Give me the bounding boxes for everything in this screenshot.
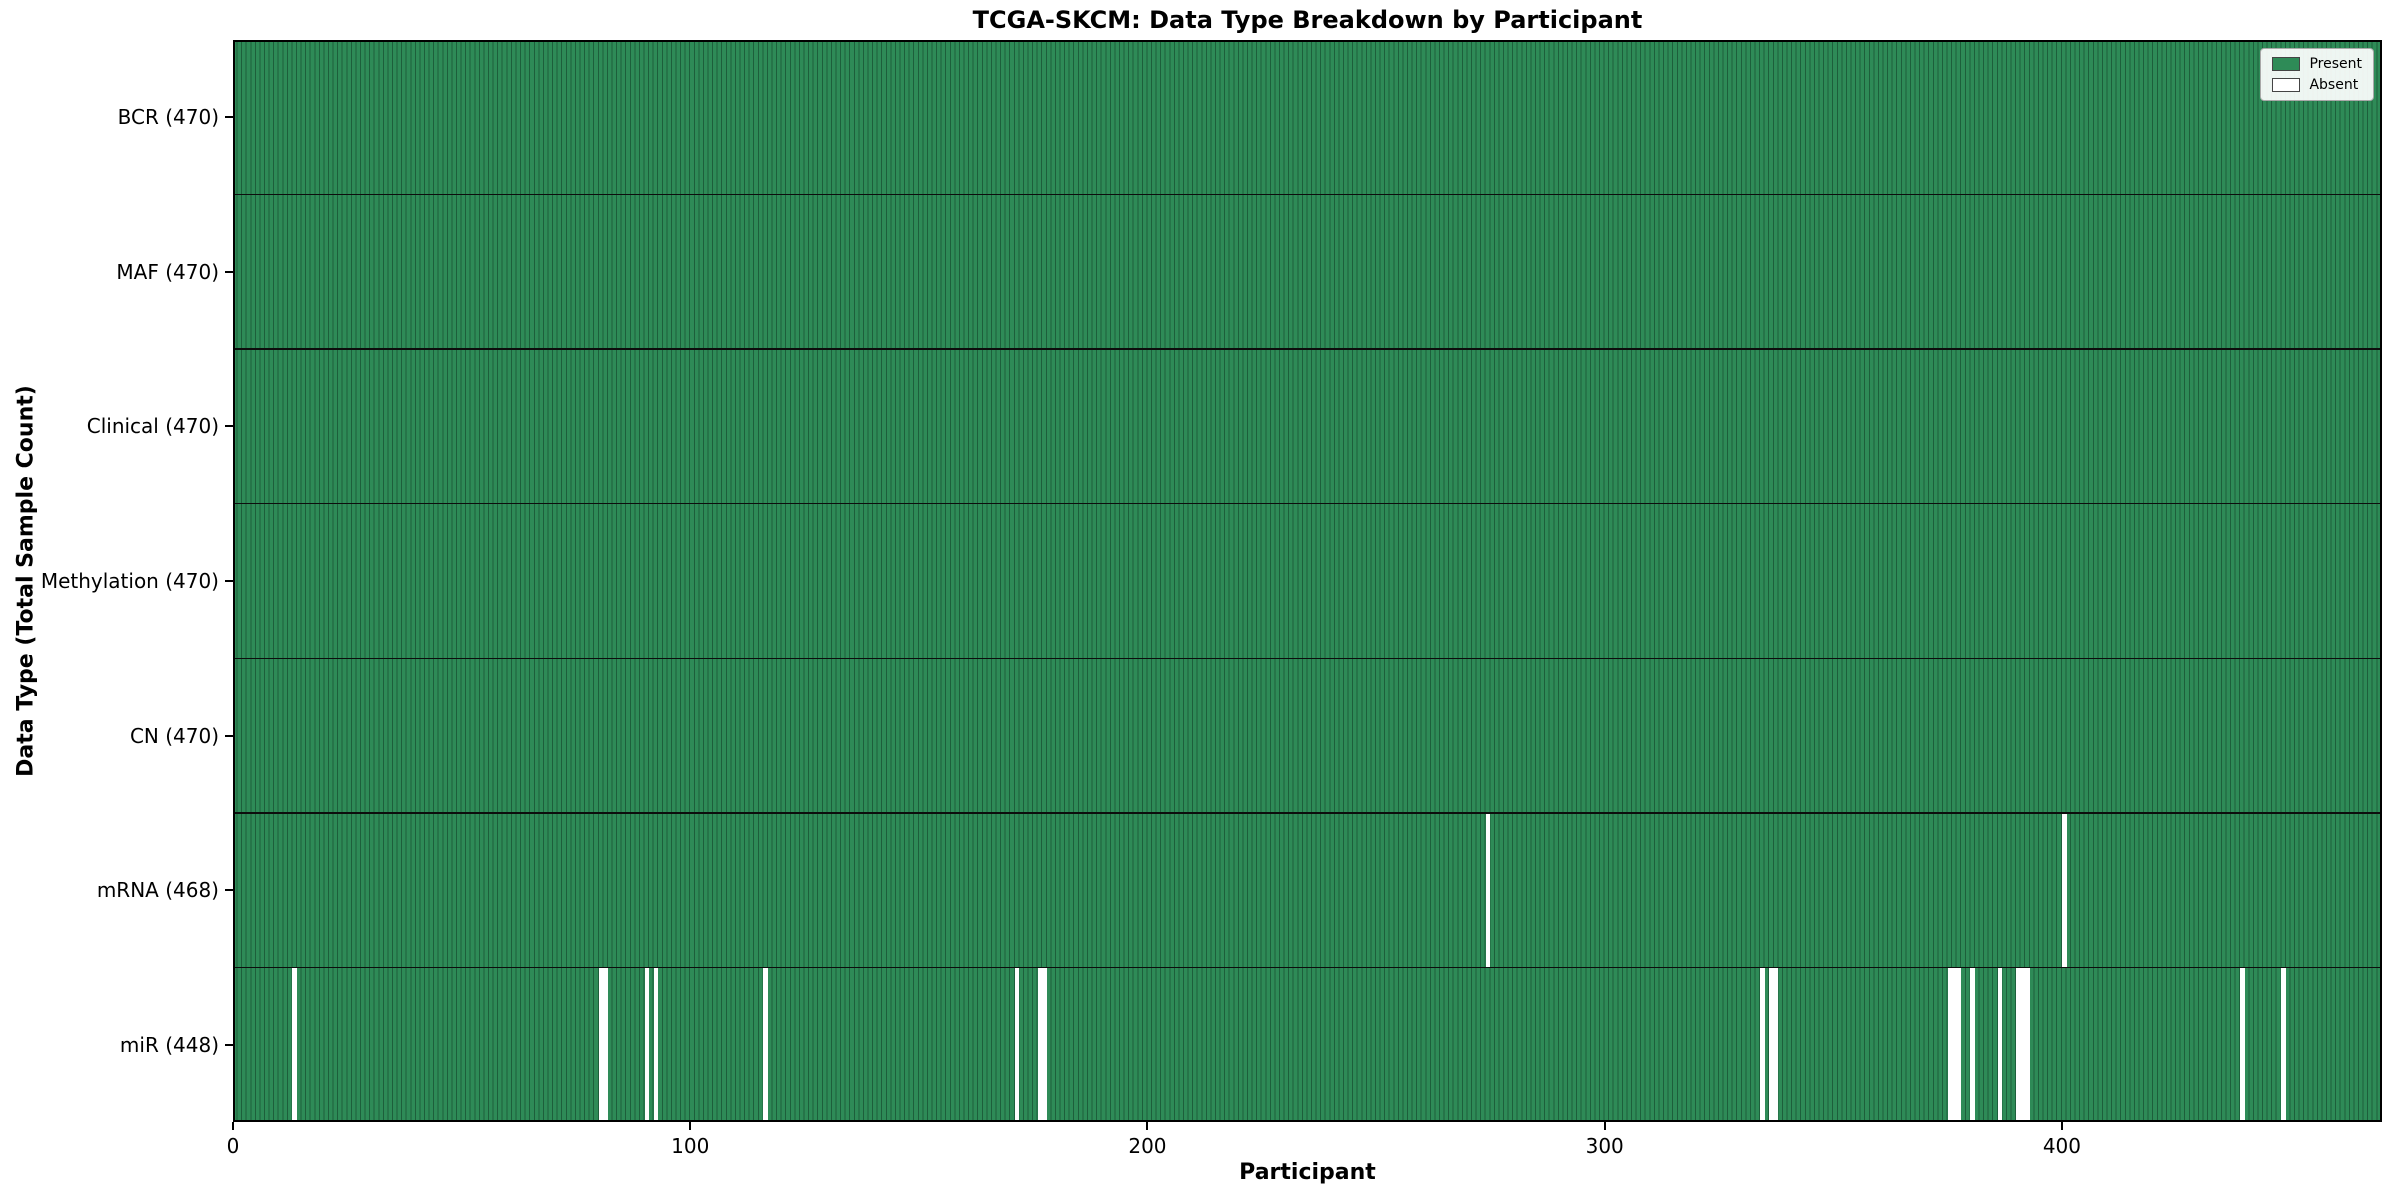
- y-tick-label: mRNA (468): [96, 878, 219, 903]
- y-tick-label: BCR (470): [117, 105, 219, 130]
- absent-cell: [1952, 967, 1957, 1122]
- y-tick-mark: [225, 580, 233, 582]
- absent-cell: [653, 967, 659, 1122]
- x-tick-label: 300: [1585, 1134, 1624, 1158]
- row-separator: [233, 966, 2382, 969]
- y-tick-label: Methylation (470): [40, 569, 219, 593]
- y-tick-label: CN (470): [129, 723, 219, 748]
- absent-cell: [1947, 967, 1953, 1122]
- legend-label-present: Present: [2309, 56, 2362, 72]
- legend-swatch-present-icon: [2272, 57, 2301, 71]
- absent-cell: [2016, 967, 2021, 1122]
- x-tick-mark: [1146, 1122, 1149, 1130]
- chart-title: TCGA-SKCM: Data Type Breakdown by Partic…: [972, 6, 1643, 34]
- row-separator: [233, 348, 2382, 350]
- x-tick-label: 100: [671, 1134, 710, 1158]
- y-tick-mark: [225, 270, 233, 273]
- absent-cell: [603, 967, 608, 1122]
- y-tick-mark: [225, 116, 233, 119]
- absent-cell: [1956, 967, 1962, 1122]
- y-tick-label: Clinical (470): [86, 414, 219, 439]
- x-tick-mark: [232, 1122, 234, 1130]
- absent-cell: [1042, 967, 1047, 1122]
- row-separator: [233, 502, 2382, 505]
- y-tick-mark: [225, 1043, 233, 1046]
- row-separator: [233, 812, 2382, 814]
- x-tick-mark: [689, 1122, 692, 1130]
- absent-cell: [1485, 812, 1491, 968]
- absent-cell: [2020, 967, 2026, 1122]
- y-tick-mark: [225, 889, 233, 892]
- y-tick-mark: [225, 734, 233, 737]
- row-separator: [233, 193, 2382, 196]
- absent-cell: [598, 967, 604, 1122]
- absent-cell: [1769, 967, 1774, 1122]
- x-tick-label: 400: [2042, 1134, 2082, 1158]
- absent-cell: [763, 967, 768, 1122]
- plot-area: [233, 40, 2382, 1122]
- absent-cell: [1760, 967, 1765, 1122]
- row-separator: [233, 657, 2382, 660]
- absent-cell: [1970, 967, 1976, 1122]
- x-tick-label: 200: [1128, 1134, 1167, 1158]
- y-tick-label: MAF (470): [116, 259, 219, 284]
- absent-cell: [1997, 967, 2003, 1122]
- legend-item-absent: Absent: [2272, 77, 2362, 93]
- legend-item-present: Present: [2272, 56, 2362, 72]
- x-tick-mark: [1603, 1122, 1606, 1130]
- legend-label-absent: Absent: [2309, 77, 2359, 93]
- absent-cell: [1014, 967, 1020, 1122]
- absent-cell: [1773, 967, 1779, 1122]
- absent-cell: [2281, 967, 2286, 1122]
- absent-cell: [2025, 967, 2030, 1122]
- x-tick-mark: [2060, 1122, 2063, 1130]
- legend-swatch-absent-icon: [2272, 78, 2301, 92]
- legend: Present Absent: [2260, 48, 2374, 101]
- x-tick-label: 0: [226, 1134, 240, 1158]
- x-axis-label: Participant: [1239, 1160, 1376, 1185]
- absent-cell: [2061, 812, 2067, 968]
- y-tick-label: miR (448): [119, 1032, 219, 1057]
- absent-cell: [292, 967, 297, 1122]
- absent-cell: [644, 967, 650, 1122]
- y-tick-mark: [225, 425, 233, 428]
- absent-cell: [1037, 967, 1043, 1122]
- absent-cell: [2240, 967, 2245, 1122]
